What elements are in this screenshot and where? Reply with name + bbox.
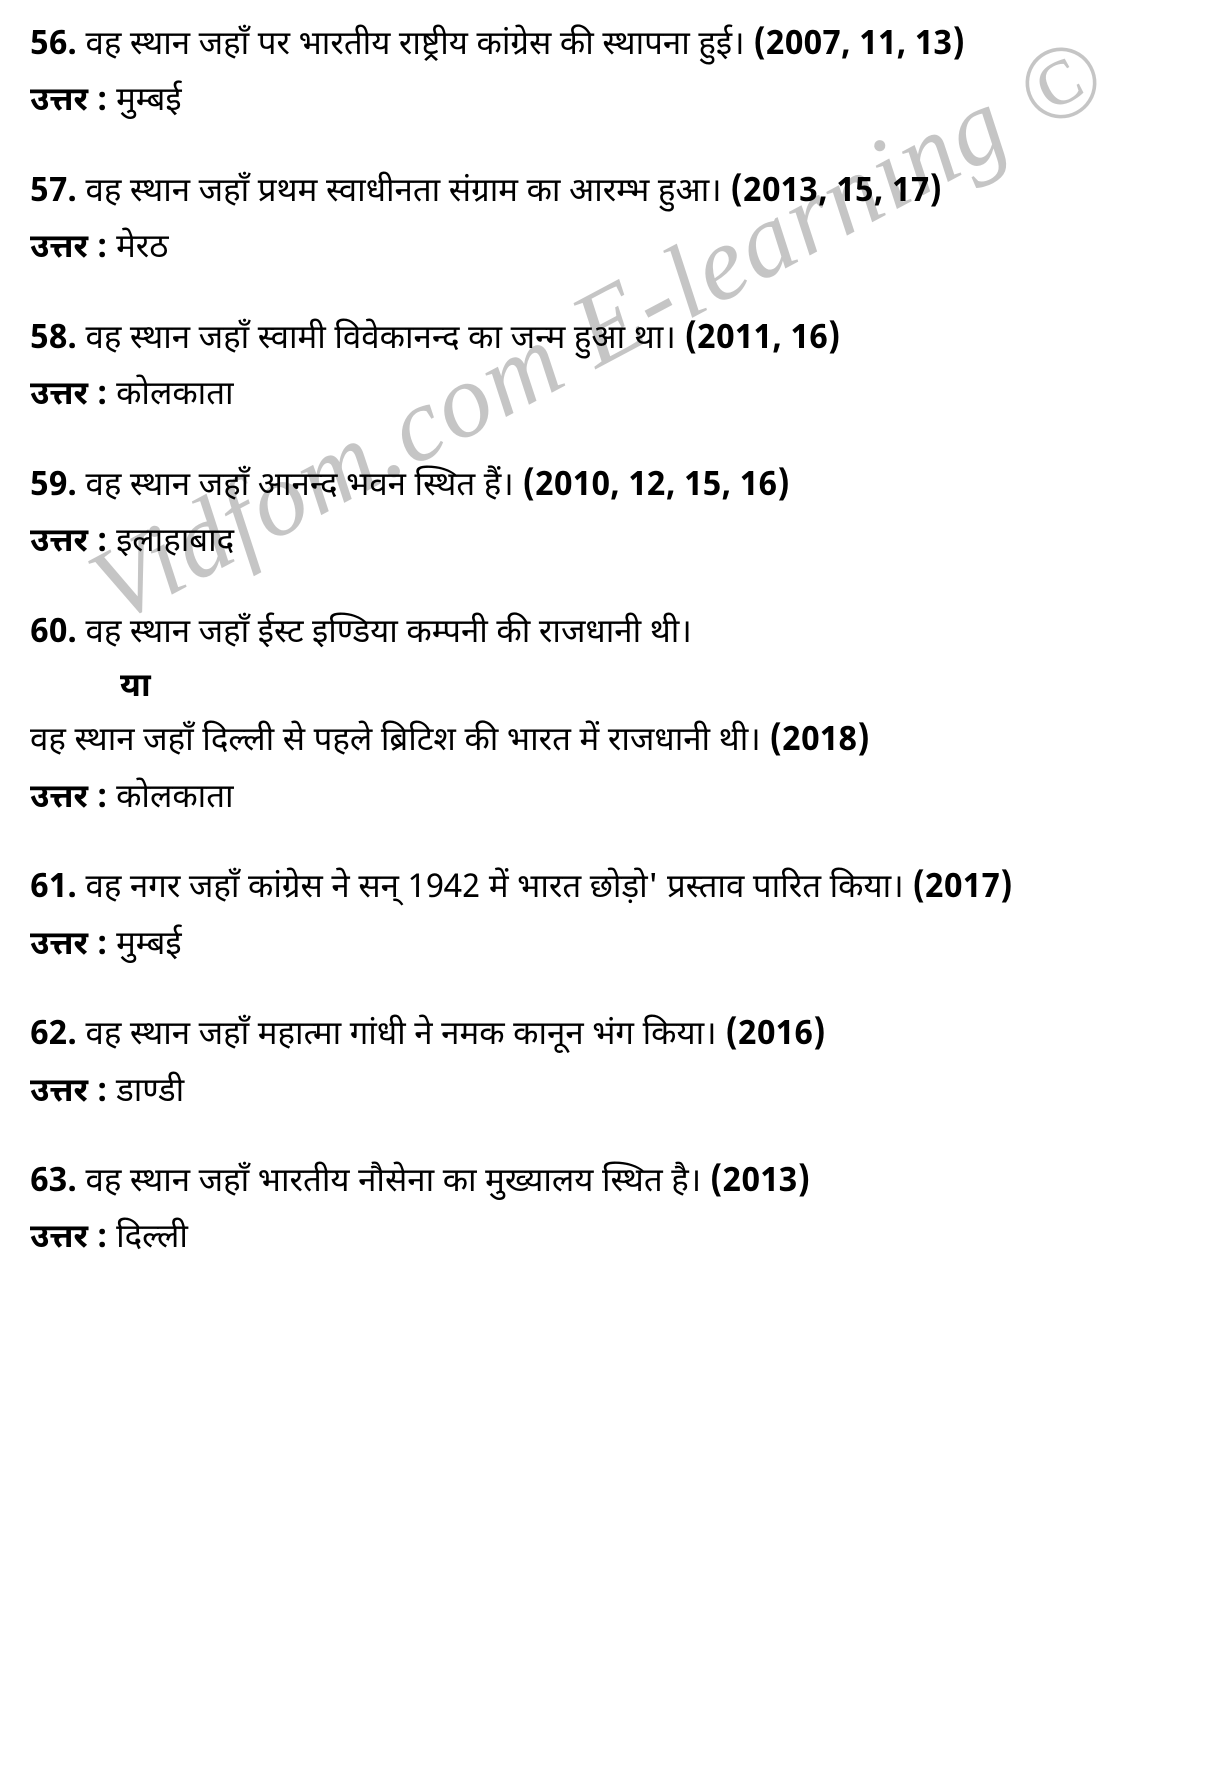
answer-label: उत्तर : [30, 81, 116, 124]
question-year: (2016) [725, 1015, 826, 1058]
question-number: 56. [30, 25, 77, 68]
question-body: वह नगर जहाँ कांग्रेस ने सन् 1942 में भार… [77, 868, 912, 911]
answer-text: मुम्बई [116, 925, 182, 968]
question-number: 61. [30, 868, 77, 911]
answer-line: उत्तर : इलाहाबाद [30, 517, 1177, 571]
question-number: 60. [30, 613, 77, 656]
answer-text: कोलकाता [116, 778, 234, 821]
question-body: वह स्थान जहाँ आनन्द भवन स्थित हैं। [77, 466, 522, 509]
answer-text: कोलकाता [116, 375, 234, 418]
answer-text: दिल्ली [116, 1218, 188, 1261]
answer-text: मुम्बई [116, 81, 182, 124]
answer-label: उत्तर : [30, 522, 116, 565]
answer-line: उत्तर : मुम्बई [30, 920, 1177, 974]
answer-line: उत्तर : कोलकाता [30, 370, 1177, 424]
question-text: 58. वह स्थान जहाँ स्वामी विवेकानन्द का ज… [30, 314, 1177, 368]
question-or-body: वह स्थान जहाँ दिल्ली से पहले ब्रिटिश की … [30, 721, 769, 764]
answer-text: इलाहाबाद [116, 522, 234, 565]
question-text: 62. वह स्थान जहाँ महात्मा गांधी ने नमक क… [30, 1010, 1177, 1064]
question-number: 59. [30, 466, 77, 509]
question-body: वह स्थान जहाँ स्वामी विवेकानन्द का जन्म … [77, 319, 685, 362]
question-item: 61. वह नगर जहाँ कांग्रेस ने सन् 1942 में… [30, 863, 1177, 974]
answer-text: मेरठ [116, 228, 168, 271]
question-body: वह स्थान जहाँ ईस्ट इण्डिया कम्पनी की राज… [77, 613, 692, 656]
answer-text: डाण्डी [116, 1072, 184, 1115]
answer-line: उत्तर : डाण्डी [30, 1067, 1177, 1121]
question-number: 57. [30, 172, 77, 215]
answer-line: उत्तर : मुम्बई [30, 76, 1177, 130]
question-year: (2013, 15, 17) [730, 172, 942, 215]
answer-label: उत्तर : [30, 925, 116, 968]
question-item: 56. वह स्थान जहाँ पर भारतीय राष्ट्रीय का… [30, 20, 1177, 131]
question-text: 63. वह स्थान जहाँ भारतीय नौसेना का मुख्य… [30, 1157, 1177, 1211]
question-number: 58. [30, 319, 77, 362]
answer-label: उत्तर : [30, 1072, 116, 1115]
answer-label: उत्तर : [30, 375, 116, 418]
question-item: 57. वह स्थान जहाँ प्रथम स्वाधीनता संग्रा… [30, 167, 1177, 278]
question-body: वह स्थान जहाँ महात्मा गांधी ने नमक कानून… [77, 1015, 725, 1058]
question-year: (2017) [912, 868, 1013, 911]
question-text: 57. वह स्थान जहाँ प्रथम स्वाधीनता संग्रा… [30, 167, 1177, 221]
answer-line: उत्तर : मेरठ [30, 223, 1177, 277]
question-item: 58. वह स्थान जहाँ स्वामी विवेकानन्द का ज… [30, 314, 1177, 425]
question-body: वह स्थान जहाँ पर भारतीय राष्ट्रीय कांग्र… [77, 25, 753, 68]
question-text: 56. वह स्थान जहाँ पर भारतीय राष्ट्रीय का… [30, 20, 1177, 74]
question-body: वह स्थान जहाँ प्रथम स्वाधीनता संग्राम का… [77, 172, 730, 215]
question-year: (2010, 12, 15, 16) [522, 466, 790, 509]
answer-line: उत्तर : दिल्ली [30, 1213, 1177, 1267]
question-item: 59. वह स्थान जहाँ आनन्द भवन स्थित हैं। (… [30, 461, 1177, 572]
question-body: वह स्थान जहाँ भारतीय नौसेना का मुख्यालय … [77, 1162, 710, 1205]
question-item: 62. वह स्थान जहाँ महात्मा गांधी ने नमक क… [30, 1010, 1177, 1121]
question-number: 62. [30, 1015, 77, 1058]
question-number: 63. [30, 1162, 77, 1205]
question-text: 61. वह नगर जहाँ कांग्रेस ने सन् 1942 में… [30, 863, 1177, 917]
answer-label: उत्तर : [30, 778, 116, 821]
answer-label: उत्तर : [30, 1218, 116, 1261]
question-text: 60. वह स्थान जहाँ ईस्ट इण्डिया कम्पनी की… [30, 608, 1177, 662]
question-text: 59. वह स्थान जहाँ आनन्द भवन स्थित हैं। (… [30, 461, 1177, 515]
question-year: (2011, 16) [684, 319, 840, 362]
or-label: या [120, 662, 1177, 716]
question-or-year: (2018) [769, 721, 870, 764]
question-item: 60. वह स्थान जहाँ ईस्ट इण्डिया कम्पनी की… [30, 608, 1177, 828]
question-list: 56. वह स्थान जहाँ पर भारतीय राष्ट्रीय का… [30, 20, 1177, 1268]
question-item: 63. वह स्थान जहाँ भारतीय नौसेना का मुख्य… [30, 1157, 1177, 1268]
question-year: (2007, 11, 13) [753, 25, 965, 68]
answer-label: उत्तर : [30, 228, 116, 271]
question-or-text: वह स्थान जहाँ दिल्ली से पहले ब्रिटिश की … [30, 716, 1177, 770]
answer-line: उत्तर : कोलकाता [30, 773, 1177, 827]
question-year: (2013) [710, 1162, 811, 1205]
